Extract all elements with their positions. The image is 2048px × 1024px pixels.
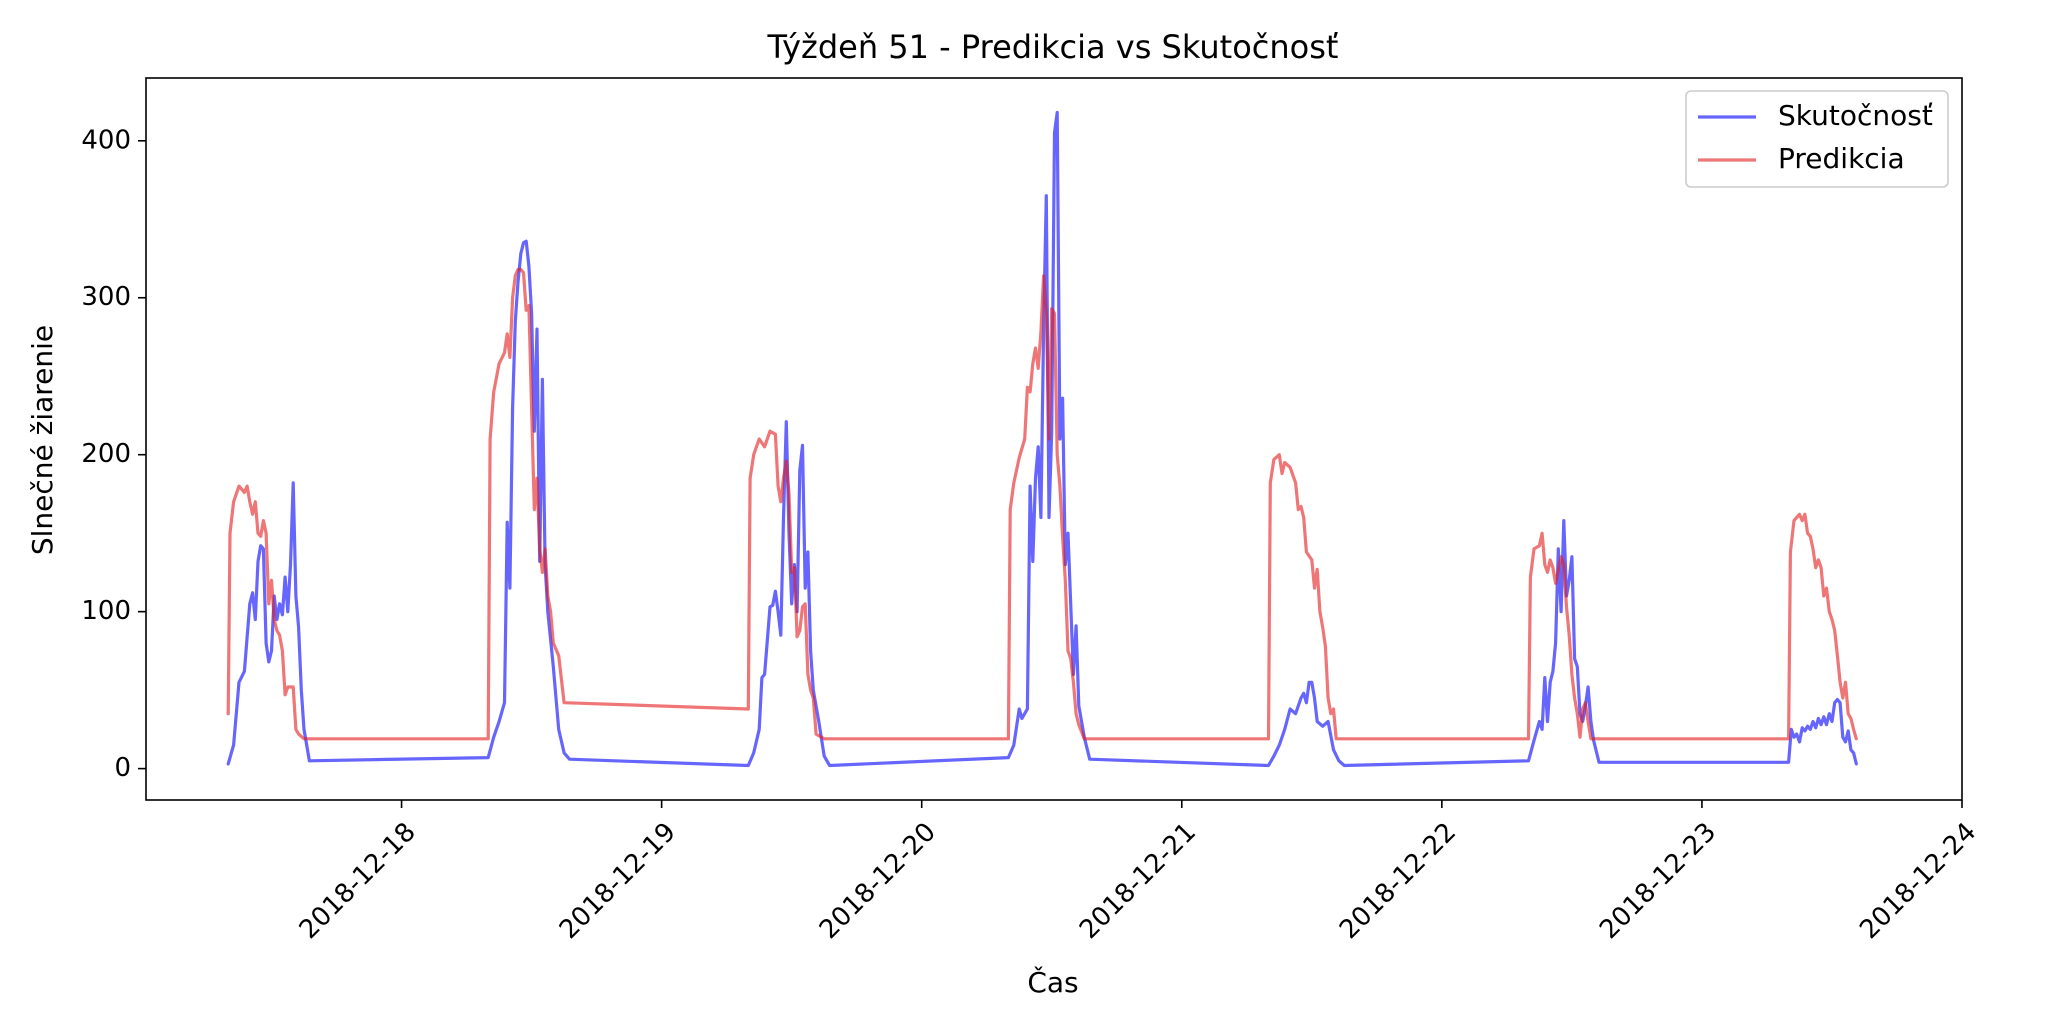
y-tick-label: 300	[81, 282, 131, 312]
y-axis: 0 100 200 300 400	[81, 125, 146, 783]
y-tick-label: 100	[81, 596, 131, 626]
legend: Skutočnosť Predikcia	[1685, 90, 1949, 188]
y-tick-label: 0	[114, 753, 131, 783]
plot-frame	[145, 77, 1963, 801]
y-axis-label: Slnečné žiarenie	[26, 325, 59, 555]
plot-area	[145, 77, 1963, 801]
chart-title: Týždeň 51 - Predikcia vs Skutočnosť	[767, 28, 1339, 66]
y-tick-label: 200	[81, 439, 131, 469]
y-tick-label: 400	[81, 125, 131, 155]
x-axis-label: Čas	[1027, 965, 1078, 999]
series-line-0	[226, 110, 1858, 768]
legend-label: Predikcia	[1778, 142, 1905, 175]
legend-label: Skutočnosť	[1778, 99, 1933, 132]
legend-box	[1685, 90, 1949, 188]
series-line-1	[226, 267, 1858, 741]
